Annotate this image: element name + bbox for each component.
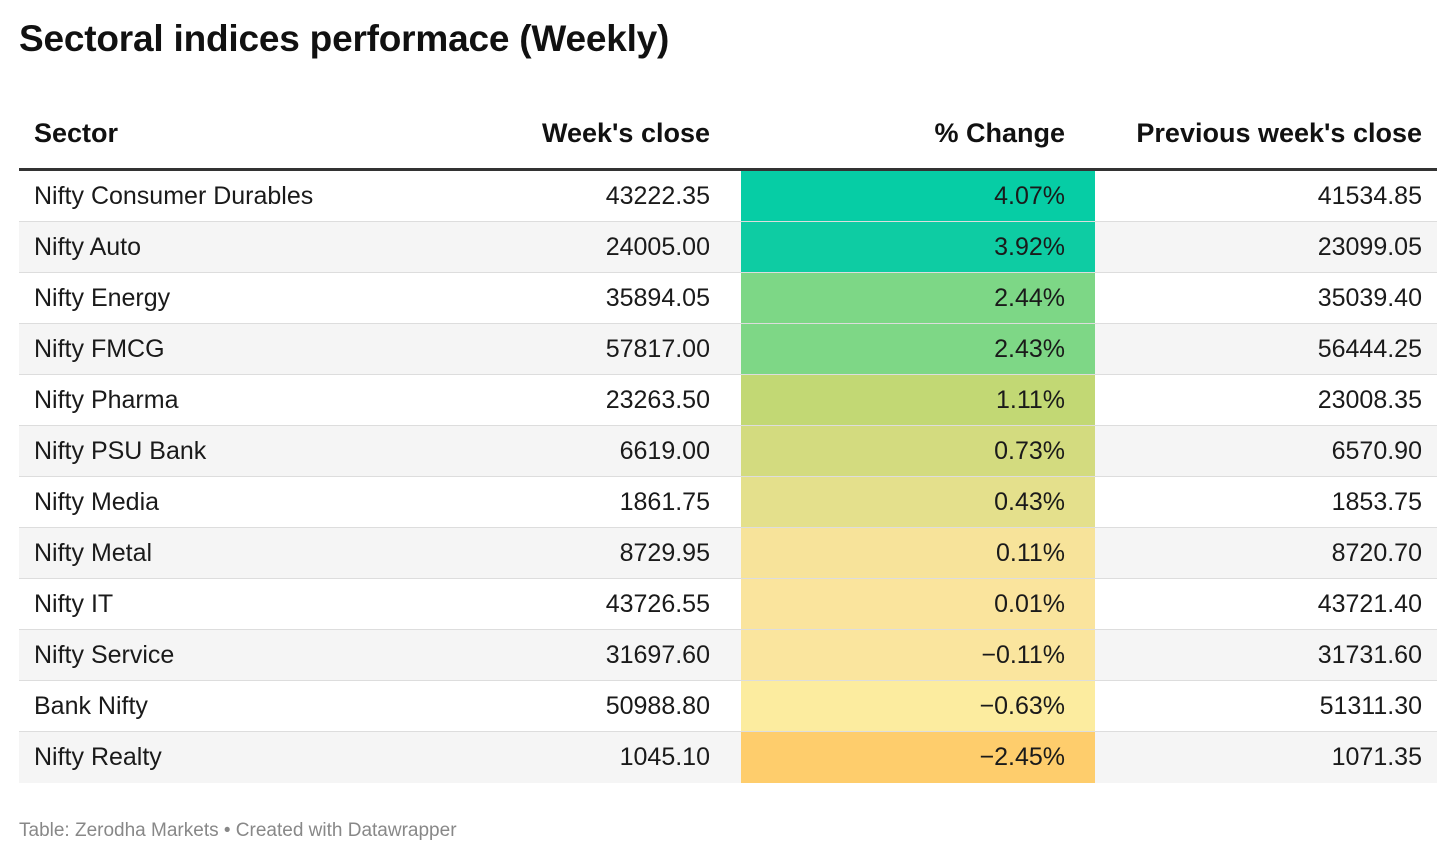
change-heat-cell — [741, 222, 1095, 272]
weeks-close-value: 57817.00 — [605, 335, 710, 363]
source-footer: Table: Zerodha Markets • Created with Da… — [19, 820, 457, 841]
previous-close-value: 23008.35 — [1317, 386, 1422, 414]
table-row: Nifty Consumer Durables 43222.35 4.07% 4153… — [19, 171, 1437, 222]
percent-change-value: −0.63% — [979, 692, 1066, 720]
percent-change-value: 3.92% — [994, 233, 1065, 261]
table-row: Nifty IT 43726.55 0.01% 43721.40 — [19, 579, 1437, 630]
sector-name: Nifty Pharma — [34, 386, 179, 414]
table-body: Nifty Consumer Durables 43222.35 4.07% 4153… — [19, 171, 1437, 783]
previous-close-value: 43721.40 — [1317, 590, 1422, 618]
percent-change-value: 0.11% — [995, 539, 1065, 567]
table-header: Sector Week's close % Change Previous we… — [19, 108, 1437, 171]
change-heat-cell — [741, 681, 1095, 731]
table-row: Nifty Energy 35894.05 2.44% 35039.40 — [19, 273, 1437, 324]
change-heat-cell — [741, 630, 1095, 680]
weeks-close-value: 50988.80 — [605, 692, 710, 720]
change-heat-cell — [741, 426, 1095, 476]
change-heat-cell — [741, 324, 1095, 374]
weeks-close-value: 1861.75 — [619, 488, 710, 516]
previous-close-value: 6570.90 — [1331, 437, 1422, 465]
percent-change-value: −0.11% — [981, 641, 1065, 669]
sector-table: Sector Week's close % Change Previous we… — [19, 108, 1437, 783]
sector-name: Bank Nifty — [34, 692, 148, 720]
change-heat-cell — [741, 579, 1095, 629]
previous-close-value: 1853.75 — [1331, 488, 1422, 516]
table-row: Nifty Media 1861.75 0.43% 1853.75 — [19, 477, 1437, 528]
change-heat-cell — [741, 375, 1095, 425]
percent-change-value: 4.07% — [994, 182, 1065, 210]
weeks-close-value: 6619.00 — [619, 437, 710, 465]
table-row: Nifty PSU Bank 6619.00 0.73% 6570.90 — [19, 426, 1437, 477]
table-row: Nifty Pharma 23263.50 1.11% 23008.35 — [19, 375, 1437, 426]
column-header-percent-change: % Change — [934, 118, 1065, 148]
change-heat-cell — [741, 171, 1095, 221]
change-heat-cell — [741, 528, 1095, 578]
table-row: Nifty Realty 1045.10 −2.45% 1071.35 — [19, 732, 1437, 783]
previous-close-value: 8720.70 — [1331, 539, 1422, 567]
weeks-close-value: 43726.55 — [605, 590, 710, 618]
change-heat-cell — [741, 273, 1095, 323]
previous-close-value: 56444.25 — [1317, 335, 1422, 363]
sector-name: Nifty FMCG — [34, 335, 165, 363]
weeks-close-value: 24005.00 — [605, 233, 710, 261]
previous-close-value: 41534.85 — [1317, 182, 1422, 210]
column-header-previous-weeks-close: Previous week's close — [1136, 118, 1422, 148]
percent-change-value: 2.44% — [994, 284, 1065, 312]
table-row: Nifty Service 31697.60 −0.11% 31731.60 — [19, 630, 1437, 681]
sector-name: Nifty Service — [34, 641, 175, 669]
weeks-close-value: 1045.10 — [619, 743, 710, 771]
previous-close-value: 23099.05 — [1317, 233, 1422, 261]
weeks-close-value: 35894.05 — [605, 284, 710, 312]
sector-name: Nifty Consumer Durables — [34, 182, 314, 210]
page-title: Sectoral indices performace (Weekly) — [19, 18, 670, 59]
weeks-close-value: 43222.35 — [605, 182, 710, 210]
table-row: Nifty FMCG 57817.00 2.43% 56444.25 — [19, 324, 1437, 375]
sector-name: Nifty Media — [34, 488, 160, 516]
sector-name: Nifty Energy — [34, 284, 171, 312]
percent-change-value: 0.73% — [994, 437, 1065, 465]
weeks-close-value: 23263.50 — [605, 386, 710, 414]
table-row: Nifty Auto 24005.00 3.92% 23099.05 — [19, 222, 1437, 273]
sector-name: Nifty PSU Bank — [34, 437, 207, 465]
sector-name: Nifty Auto — [34, 233, 141, 261]
table-row: Nifty Metal 8729.95 0.11% 8720.70 — [19, 528, 1437, 579]
previous-close-value: 31731.60 — [1317, 641, 1422, 669]
percent-change-value: −2.45% — [979, 743, 1066, 771]
sector-name: Nifty Metal — [34, 539, 153, 567]
sector-name: Nifty Realty — [34, 743, 162, 771]
column-header-weeks-close: Week's close — [541, 118, 710, 148]
previous-close-value: 1071.35 — [1331, 743, 1422, 771]
previous-close-value: 35039.40 — [1317, 284, 1422, 312]
change-heat-cell — [741, 732, 1095, 783]
table-row: Bank Nifty 50988.80 −0.63% 51311.30 — [19, 681, 1437, 732]
percent-change-value: 0.01% — [994, 590, 1065, 618]
weeks-close-value: 31697.60 — [605, 641, 710, 669]
percent-change-value: 1.11% — [995, 386, 1065, 414]
percent-change-value: 0.43% — [994, 488, 1065, 516]
weeks-close-value: 8729.95 — [619, 539, 710, 567]
percent-change-value: 2.43% — [994, 335, 1065, 363]
column-header-sector: Sector — [34, 118, 119, 148]
change-heat-cell — [741, 477, 1095, 527]
sector-name: Nifty IT — [34, 590, 114, 618]
previous-close-value: 51311.30 — [1319, 692, 1422, 720]
